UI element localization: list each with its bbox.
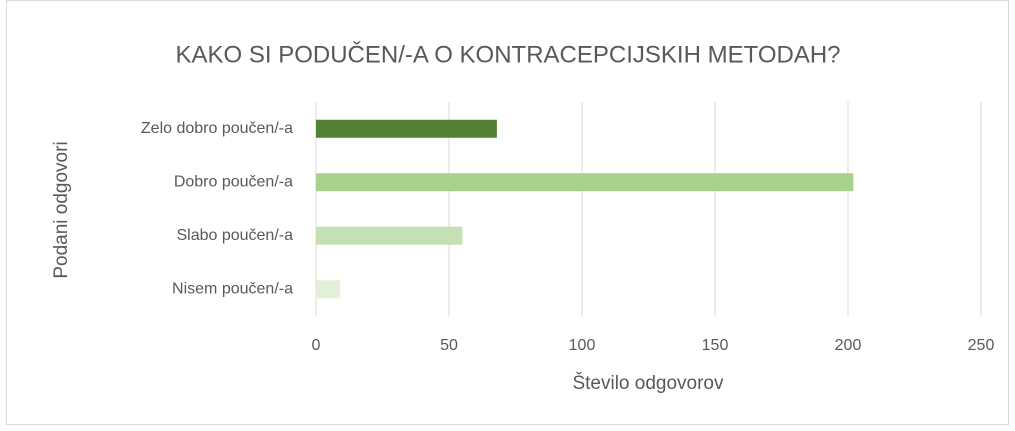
x-tick-label: 200 [835, 337, 862, 354]
x-tick-label: 50 [440, 337, 458, 354]
y-tick-label: Zelo dobro poučen/-a [141, 120, 293, 137]
chart-title: KAKO SI PODUČEN/-A O KONTRACEPCIJSKIH ME… [175, 40, 840, 68]
bar [316, 226, 463, 245]
chart-border [6, 0, 1009, 425]
x-tick-label: 0 [312, 337, 321, 354]
bar [316, 280, 340, 299]
x-tick-label: 250 [968, 337, 995, 354]
x-tick-label: 150 [702, 337, 729, 354]
bar [316, 119, 497, 138]
y-axis-title: Podani odgovori [51, 141, 72, 278]
x-tick-label: 100 [569, 337, 596, 354]
y-tick-label: Slabo poučen/-a [176, 227, 293, 244]
x-axis-title: Število odgovorov [572, 372, 724, 394]
bar [316, 173, 854, 192]
y-tick-label: Nisem poučen/-a [172, 280, 293, 297]
y-tick-label: Dobro poučen/-a [174, 173, 293, 190]
